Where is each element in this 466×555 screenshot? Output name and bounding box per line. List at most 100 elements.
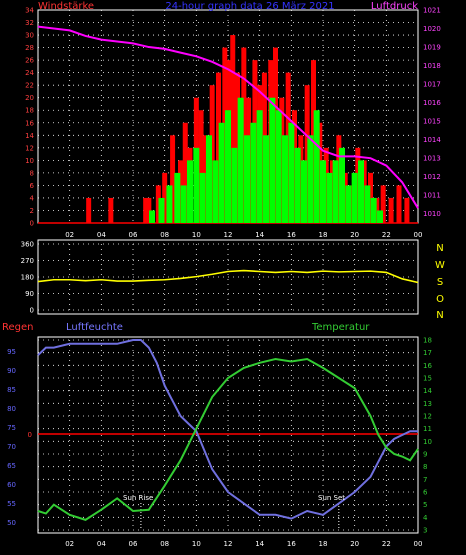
humidity-y-tick-label: 55	[7, 500, 16, 508]
direction-line	[37, 269, 419, 284]
rain-axis-title: Regen	[2, 322, 34, 333]
temperature-y-tick-label: 5	[423, 501, 427, 509]
direction-y-tick-label: 180	[21, 274, 34, 282]
humidity-x-tick-label: 06	[129, 540, 138, 548]
direction-y-tick-label: 360	[21, 241, 34, 249]
wind-y-tick-label: 6	[30, 182, 35, 190]
wind-x-tick-label: 18	[319, 231, 328, 239]
wind-mean-bar	[199, 172, 206, 223]
wind-mean-bar	[313, 110, 320, 223]
pressure-y-tick-label: 1019	[423, 44, 441, 52]
wind-x-tick-label: 08	[160, 231, 169, 239]
wind-x-tick-label: 00	[414, 231, 423, 239]
wind-mean-bar	[250, 122, 257, 223]
wind-gust-bar	[209, 85, 215, 223]
pressure-y-tick-label: 1012	[423, 173, 441, 181]
wind-y-tick-label: 0	[30, 220, 34, 228]
wind-mean-bar	[294, 147, 301, 223]
wind-y-tick-label: 28	[25, 44, 34, 52]
wind-gust-bar	[323, 147, 329, 223]
wind-y-tick-label: 32	[25, 19, 34, 27]
wind-gust-bar	[86, 197, 92, 223]
wind-mean-bar	[193, 147, 200, 223]
wind-gust-bar	[396, 185, 402, 223]
wind-gust-bar	[143, 197, 149, 223]
wind-mean-bar	[225, 110, 231, 223]
wind-mean-bar	[180, 185, 187, 223]
wind-gust-bar	[279, 97, 285, 223]
humidity-y-tick-label: 80	[7, 405, 16, 413]
wind-axis-title: Windstärke	[38, 1, 94, 12]
wind-mean-bar	[269, 97, 276, 223]
wind-x-tick-label: 12	[224, 231, 233, 239]
wind-x-tick-label: 20	[350, 231, 359, 239]
wind-gust-bar	[336, 135, 342, 223]
wind-gust-bar	[298, 135, 304, 223]
wind-y-tick-label: 10	[25, 157, 34, 165]
wind-gust-bar	[273, 47, 278, 224]
pressure-y-tick-label: 1011	[423, 192, 441, 200]
wind-gust-bar	[203, 135, 209, 223]
wind-gust-bar	[388, 197, 394, 223]
humidity-x-tick-label: 16	[287, 540, 296, 548]
wind-y-tick-label: 8	[30, 169, 34, 177]
wind-mean-bar	[320, 160, 326, 223]
direction-label-n-top: N	[436, 243, 443, 254]
wind-y-tick-label: 20	[25, 94, 34, 102]
wind-y-tick-label: 4	[30, 194, 35, 202]
wind-x-tick-label: 22	[382, 231, 391, 239]
wind-mean-bar	[166, 185, 173, 223]
wind-mean-bar	[263, 135, 269, 223]
wind-mean-bar	[275, 110, 282, 223]
pressure-y-tick-label: 1015	[423, 118, 441, 126]
pressure-axis-title: Luftdruck	[371, 1, 418, 12]
wind-mean-bar	[158, 197, 165, 223]
wind-gust-bar	[330, 160, 335, 223]
wind-x-tick-label: 02	[65, 231, 74, 239]
wind-gust-bar	[404, 197, 410, 223]
wind-mean-bar	[288, 122, 295, 223]
wind-gust-bar	[170, 135, 176, 223]
wind-mean-bar	[206, 135, 212, 223]
temperature-y-tick-label: 13	[423, 400, 432, 408]
wind-y-tick-label: 22	[25, 82, 34, 90]
wind-mean-bar	[345, 185, 352, 223]
wind-gust-bar	[285, 72, 291, 223]
humidity-y-tick-label: 75	[7, 424, 16, 432]
temperature-y-tick-label: 17	[423, 349, 432, 357]
wind-gust-bar	[155, 185, 161, 223]
temperature-y-tick-label: 11	[423, 425, 432, 433]
wind-gust-bar	[342, 172, 348, 223]
wind-mean-bar	[187, 160, 193, 223]
wind-y-tick-label: 34	[25, 7, 34, 15]
wind-y-tick-label: 24	[25, 69, 34, 77]
humidity-y-tick-label: 85	[7, 386, 16, 394]
temperature-y-tick-label: 15	[423, 375, 432, 383]
wind-mean-bar	[377, 210, 383, 223]
wind-gust-bar	[304, 85, 310, 223]
humidity-line	[37, 339, 418, 520]
wind-y-tick-label: 26	[25, 57, 34, 65]
wind-gust-bar	[216, 72, 221, 223]
temperature-y-tick-label: 7	[423, 476, 427, 484]
wind-x-tick-label: 04	[97, 231, 106, 239]
direction-label-s: S	[437, 277, 443, 288]
humidity-x-tick-label: 22	[382, 540, 391, 548]
pressure-y-tick-label: 1013	[423, 155, 441, 163]
pressure-y-tick-label: 1014	[423, 136, 441, 144]
wind-mean-bar	[237, 97, 244, 223]
wind-mean-bar	[358, 160, 364, 223]
humidity-y-tick-label: 90	[7, 367, 16, 375]
wind-mean-bar	[307, 135, 314, 223]
wind-gust-bar	[182, 122, 188, 223]
wind-mean-bar	[370, 197, 377, 223]
wind-mean-bar	[332, 160, 339, 223]
direction-label-w: W	[435, 260, 445, 271]
wind-gust-bar	[235, 72, 240, 223]
humidity-x-tick-label: 12	[224, 540, 233, 548]
pressure-y-tick-label: 1020	[423, 25, 441, 33]
wind-gust-bar	[317, 122, 323, 223]
wind-gust-bar	[230, 35, 236, 223]
temperature-y-tick-label: 6	[423, 489, 428, 497]
